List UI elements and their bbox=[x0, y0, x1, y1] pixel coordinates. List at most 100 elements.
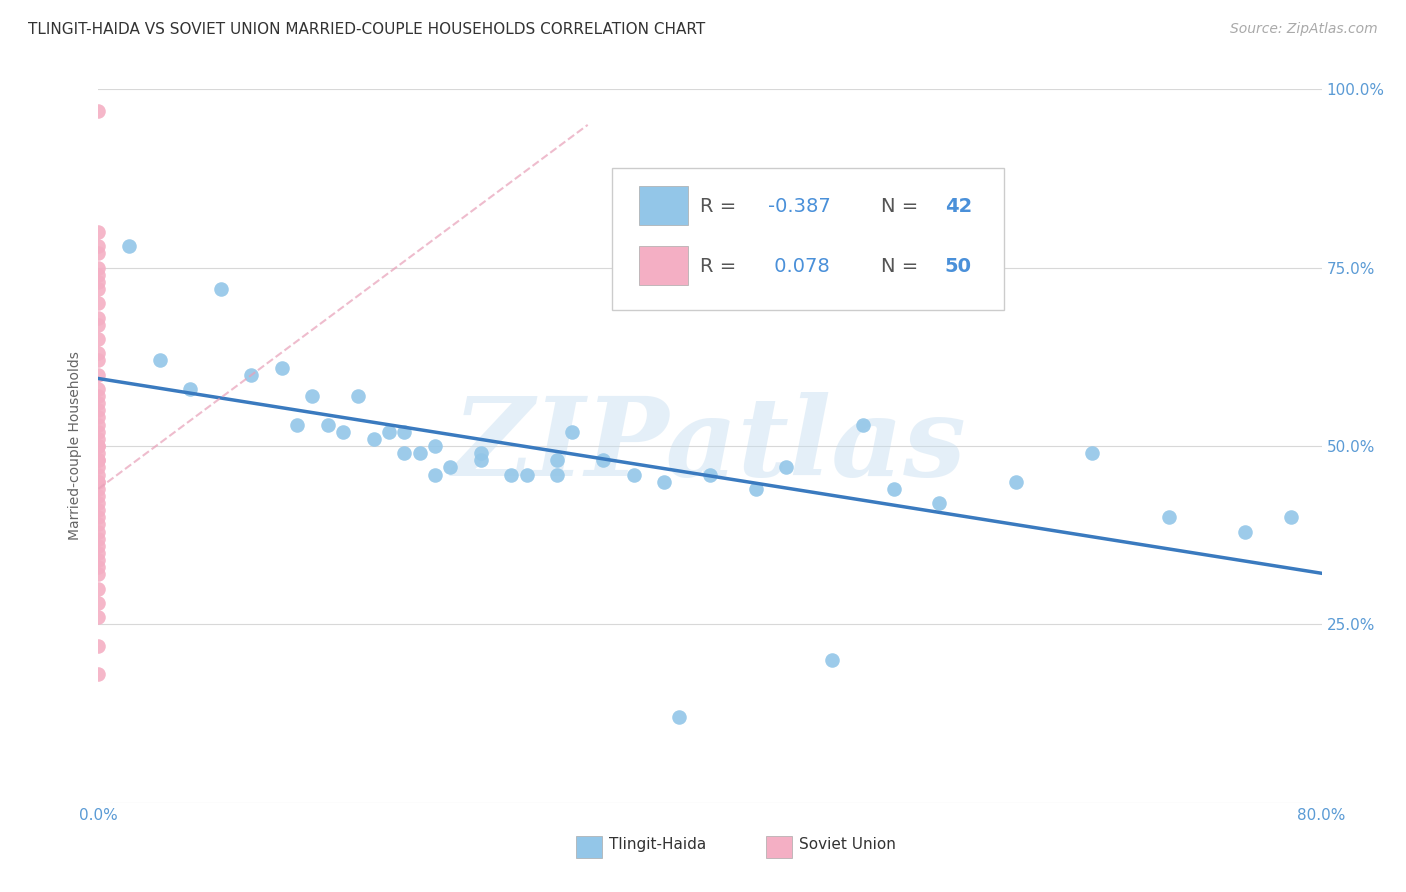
Point bbox=[87, 610, 110, 624]
FancyBboxPatch shape bbox=[612, 168, 1004, 310]
Point bbox=[87, 453, 110, 467]
Point bbox=[87, 596, 110, 610]
Point bbox=[378, 425, 401, 439]
Point bbox=[470, 453, 492, 467]
Point bbox=[87, 532, 110, 546]
Text: R =: R = bbox=[700, 197, 742, 217]
Point bbox=[87, 318, 110, 332]
Text: Tlingit-Haida: Tlingit-Haida bbox=[609, 838, 706, 852]
Point bbox=[1234, 524, 1257, 539]
Point bbox=[623, 467, 645, 482]
Point bbox=[516, 467, 538, 482]
Point bbox=[392, 446, 416, 460]
Text: TLINGIT-HAIDA VS SOVIET UNION MARRIED-COUPLE HOUSEHOLDS CORRELATION CHART: TLINGIT-HAIDA VS SOVIET UNION MARRIED-CO… bbox=[28, 22, 706, 37]
Point bbox=[470, 446, 492, 460]
Point bbox=[87, 368, 110, 382]
FancyBboxPatch shape bbox=[640, 186, 688, 225]
Point bbox=[852, 417, 875, 432]
Text: ZIPatlas: ZIPatlas bbox=[453, 392, 967, 500]
Y-axis label: Married-couple Households: Married-couple Households bbox=[69, 351, 83, 541]
Point bbox=[87, 460, 110, 475]
Point bbox=[546, 453, 568, 467]
Point bbox=[332, 425, 354, 439]
Point bbox=[699, 467, 721, 482]
Point bbox=[87, 332, 110, 346]
Point bbox=[87, 239, 110, 253]
Point bbox=[439, 460, 461, 475]
Point bbox=[87, 346, 110, 360]
Point bbox=[87, 275, 110, 289]
Point bbox=[883, 482, 905, 496]
Point bbox=[87, 282, 110, 296]
Point bbox=[668, 710, 690, 724]
Text: 50: 50 bbox=[945, 257, 972, 276]
Point bbox=[87, 246, 110, 260]
Point bbox=[501, 467, 523, 482]
Point bbox=[209, 282, 232, 296]
Point bbox=[87, 539, 110, 553]
Point bbox=[87, 410, 110, 425]
Point bbox=[87, 103, 110, 118]
Text: Soviet Union: Soviet Union bbox=[799, 838, 896, 852]
Point bbox=[423, 467, 446, 482]
Point bbox=[316, 417, 339, 432]
Point bbox=[87, 225, 110, 239]
Point bbox=[301, 389, 323, 403]
Point bbox=[87, 439, 110, 453]
Point bbox=[408, 446, 430, 460]
Point bbox=[87, 260, 110, 275]
Point bbox=[87, 567, 110, 582]
Point bbox=[87, 503, 110, 517]
Text: 0.078: 0.078 bbox=[768, 257, 830, 276]
Point bbox=[87, 396, 110, 410]
Point bbox=[87, 639, 110, 653]
Point bbox=[270, 360, 292, 375]
Point bbox=[392, 425, 416, 439]
Point bbox=[87, 667, 110, 681]
Point bbox=[87, 417, 110, 432]
Point bbox=[87, 475, 110, 489]
Point bbox=[928, 496, 950, 510]
Point bbox=[87, 475, 110, 489]
Text: N =: N = bbox=[882, 257, 925, 276]
Point bbox=[87, 432, 110, 446]
Point bbox=[87, 582, 110, 596]
Point bbox=[592, 453, 614, 467]
Point bbox=[652, 475, 675, 489]
Point bbox=[87, 268, 110, 282]
Point bbox=[87, 389, 110, 403]
Point bbox=[87, 560, 110, 574]
FancyBboxPatch shape bbox=[640, 246, 688, 285]
Point bbox=[87, 425, 110, 439]
Text: R =: R = bbox=[700, 257, 742, 276]
Point bbox=[546, 467, 568, 482]
Point bbox=[87, 482, 110, 496]
Point bbox=[87, 553, 110, 567]
Point bbox=[87, 489, 110, 503]
Point bbox=[1157, 510, 1180, 524]
Point bbox=[87, 524, 110, 539]
Point bbox=[87, 353, 110, 368]
Point bbox=[87, 296, 110, 310]
Point bbox=[347, 389, 370, 403]
Point bbox=[87, 546, 110, 560]
Point bbox=[363, 432, 385, 446]
Point bbox=[87, 467, 110, 482]
Text: N =: N = bbox=[882, 197, 925, 217]
Text: 42: 42 bbox=[945, 197, 972, 217]
Point bbox=[775, 460, 797, 475]
Point bbox=[1081, 446, 1104, 460]
Point bbox=[149, 353, 172, 368]
Point bbox=[1279, 510, 1302, 524]
Point bbox=[179, 382, 201, 396]
Point bbox=[87, 403, 110, 417]
Point bbox=[87, 510, 110, 524]
Point bbox=[87, 496, 110, 510]
Point bbox=[561, 425, 583, 439]
Point bbox=[87, 517, 110, 532]
Point bbox=[285, 417, 308, 432]
Point bbox=[240, 368, 263, 382]
Point bbox=[87, 453, 110, 467]
Point bbox=[87, 382, 110, 396]
Point bbox=[423, 439, 446, 453]
